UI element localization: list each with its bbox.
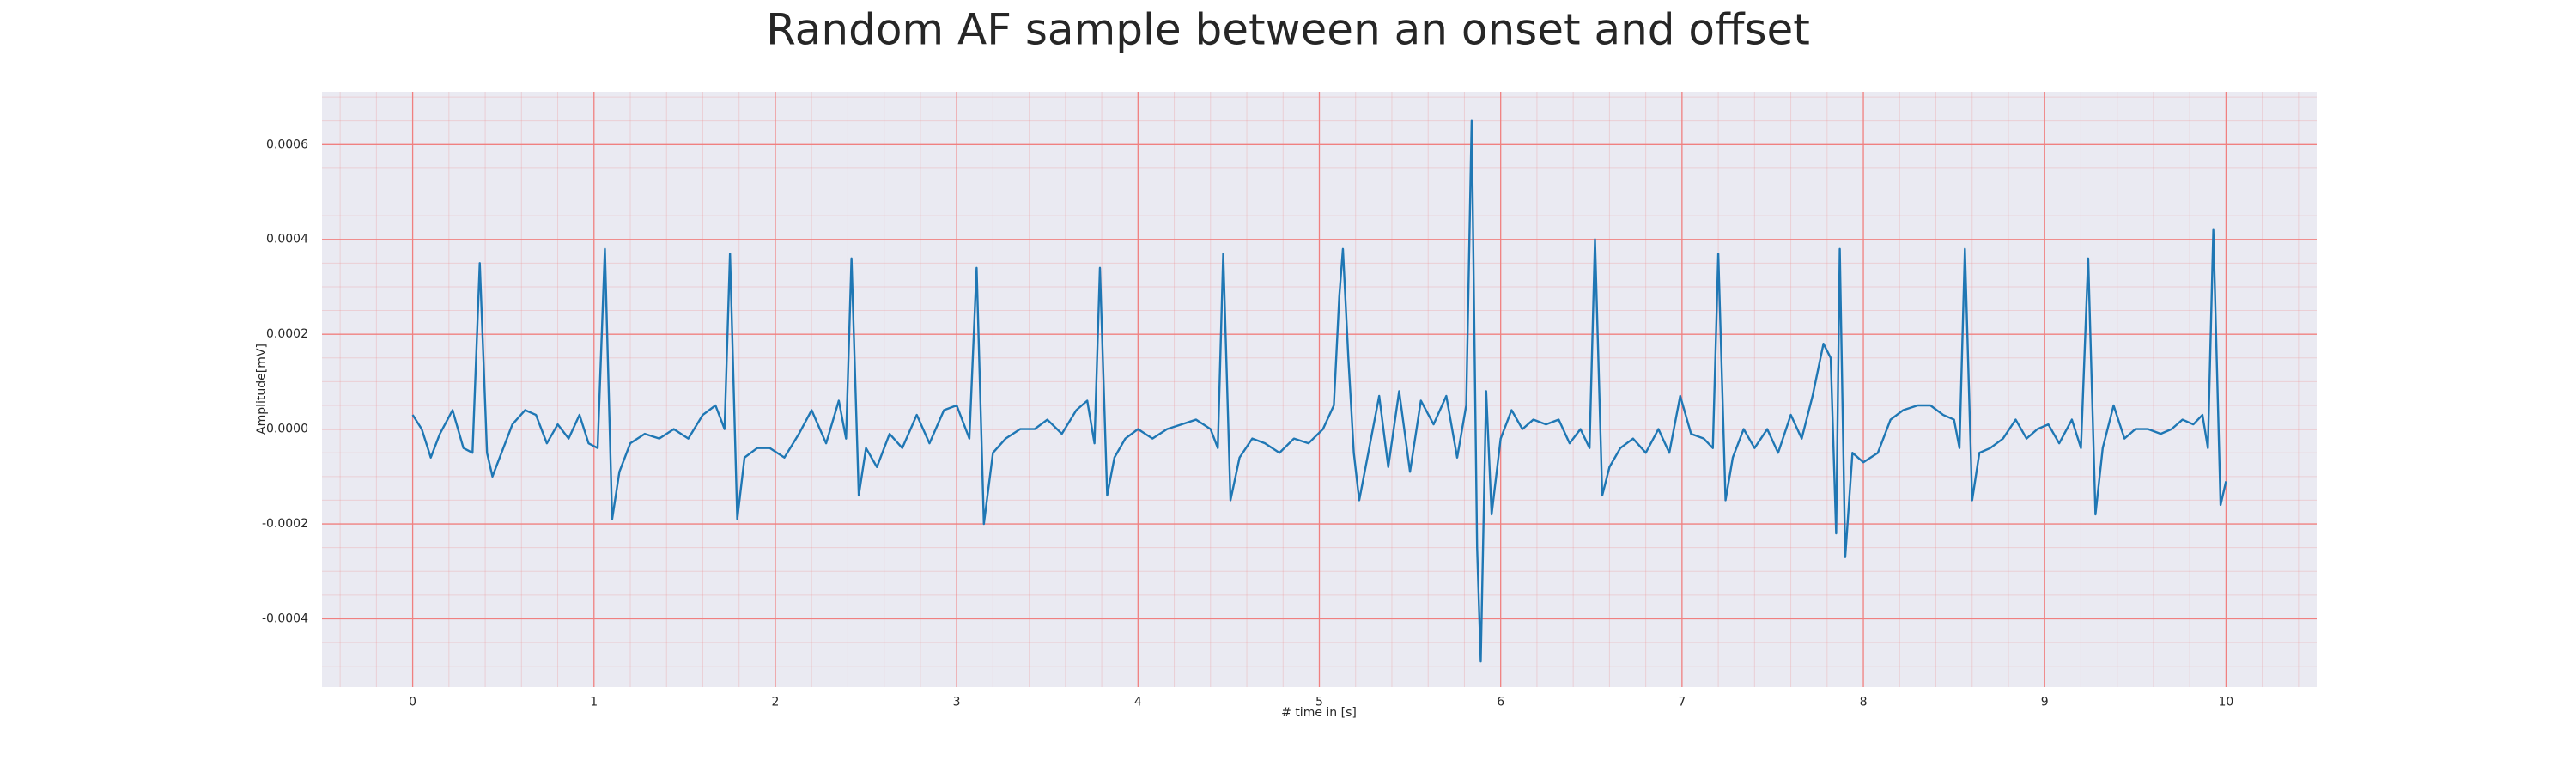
series-line — [411, 119, 2227, 663]
x-tick-label: 8 — [1860, 696, 1868, 709]
y-tick-label: -0.0004 — [262, 612, 308, 625]
y-axis-label: Amplitude[mV] — [255, 344, 269, 435]
y-tick-label: -0.0002 — [262, 517, 308, 531]
x-tick-label: 3 — [953, 696, 961, 709]
x-tick-label: 0 — [409, 696, 416, 709]
x-tick-label: 4 — [1134, 696, 1142, 709]
x-axis-label: # time in [s] — [1281, 706, 1357, 720]
x-tick-label: 5 — [1315, 696, 1323, 709]
x-tick-label: 7 — [1678, 696, 1686, 709]
x-tick-label: 9 — [2041, 696, 2049, 709]
x-tick-label: 2 — [771, 696, 779, 709]
y-tick-label: 0.0006 — [266, 137, 308, 151]
x-tick-label: 6 — [1497, 696, 1504, 709]
x-tick-label: 1 — [590, 696, 598, 709]
chart-title: Random AF sample between an onset and of… — [766, 5, 1810, 55]
x-tick-label: 10 — [2218, 696, 2233, 709]
y-tick-label: 0.0002 — [266, 327, 308, 341]
y-tick-label: 0.0004 — [266, 233, 308, 247]
y-tick-label: 0.0000 — [266, 423, 308, 436]
